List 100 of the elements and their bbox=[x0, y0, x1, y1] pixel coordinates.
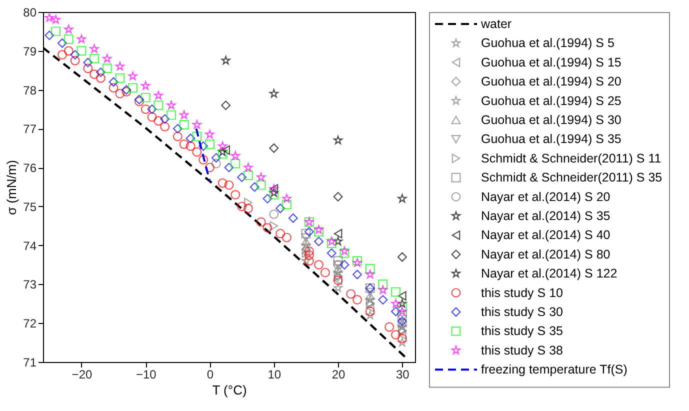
x-tick-label: −10 bbox=[136, 368, 157, 382]
point bbox=[186, 134, 196, 144]
legend-label: Guohua et al.(1994) S 30 bbox=[481, 113, 622, 127]
point bbox=[224, 180, 234, 190]
point bbox=[301, 244, 311, 254]
point bbox=[198, 155, 208, 165]
point bbox=[76, 34, 86, 44]
point bbox=[352, 295, 362, 305]
point bbox=[378, 279, 388, 289]
point bbox=[222, 145, 230, 155]
point bbox=[288, 213, 298, 223]
point bbox=[244, 198, 252, 208]
point bbox=[51, 15, 60, 24]
point bbox=[76, 46, 86, 56]
x-tick-label: −20 bbox=[72, 368, 92, 382]
point bbox=[327, 236, 336, 246]
point bbox=[172, 132, 182, 142]
point bbox=[90, 54, 100, 64]
point bbox=[83, 58, 93, 68]
legend-label: Nayar et al.(2014) S 35 bbox=[481, 209, 610, 223]
point bbox=[304, 256, 314, 266]
point bbox=[83, 64, 93, 74]
point bbox=[115, 73, 125, 83]
legend-label: this study S 30 bbox=[481, 305, 564, 319]
point bbox=[221, 56, 230, 65]
point bbox=[211, 153, 221, 163]
point bbox=[244, 170, 253, 180]
point bbox=[140, 104, 150, 114]
legend-label: Guohua et al.(1994) S 35 bbox=[481, 132, 622, 146]
x-tick-label: 0 bbox=[206, 368, 214, 382]
point bbox=[58, 50, 67, 60]
point bbox=[334, 236, 343, 246]
point bbox=[301, 228, 311, 238]
point bbox=[398, 338, 407, 346]
point bbox=[96, 73, 106, 83]
point bbox=[340, 260, 350, 270]
point bbox=[365, 292, 375, 300]
legend-label: Nayar et al.(2014) S 20 bbox=[481, 190, 610, 204]
point bbox=[366, 302, 374, 312]
point bbox=[70, 50, 80, 60]
point bbox=[304, 246, 314, 256]
point bbox=[218, 178, 228, 188]
point bbox=[108, 77, 118, 87]
point bbox=[224, 162, 234, 172]
point bbox=[340, 248, 350, 258]
point bbox=[326, 248, 336, 258]
point bbox=[51, 26, 61, 36]
point bbox=[218, 149, 228, 159]
y-tick-label: 78 bbox=[23, 83, 37, 98]
point bbox=[334, 136, 343, 144]
y-tick-label: 77 bbox=[23, 122, 37, 136]
point bbox=[270, 221, 278, 231]
point bbox=[333, 256, 343, 266]
point bbox=[90, 44, 99, 53]
point bbox=[304, 226, 314, 236]
point bbox=[230, 158, 240, 168]
legend-label: Guohua et al.(1994) S 20 bbox=[481, 74, 622, 89]
point bbox=[378, 295, 388, 305]
point bbox=[391, 330, 400, 340]
point bbox=[230, 190, 240, 200]
x-tick-label: 10 bbox=[268, 368, 282, 382]
point bbox=[64, 24, 74, 34]
point bbox=[314, 226, 324, 236]
point bbox=[301, 256, 310, 265]
point bbox=[128, 71, 138, 80]
legend-label: Nayar et al.(2014) S 122 bbox=[481, 266, 618, 281]
point bbox=[166, 110, 176, 120]
point bbox=[115, 62, 124, 70]
point bbox=[301, 237, 311, 246]
point bbox=[186, 141, 196, 151]
point bbox=[154, 90, 163, 100]
y-tick-label: 73 bbox=[23, 278, 37, 292]
point bbox=[391, 306, 400, 316]
point bbox=[180, 110, 189, 119]
point bbox=[282, 232, 292, 242]
y-tick-label: 71 bbox=[23, 356, 37, 370]
point bbox=[160, 122, 170, 132]
legend-label: freezing temperature Tf(S) bbox=[481, 362, 628, 377]
point bbox=[58, 38, 67, 48]
point bbox=[398, 194, 407, 203]
point bbox=[314, 260, 324, 270]
y-axis-title: σ (mN/m) bbox=[4, 160, 20, 215]
legend-label: Guohua et al.(1994) S 15 bbox=[481, 55, 622, 70]
point bbox=[334, 268, 343, 276]
point bbox=[276, 204, 286, 214]
x-tick-label: 30 bbox=[396, 368, 410, 382]
point bbox=[397, 315, 407, 324]
point bbox=[378, 285, 388, 294]
point bbox=[141, 81, 150, 90]
point bbox=[333, 192, 343, 202]
point bbox=[334, 283, 343, 292]
legend-label: this study S 10 bbox=[481, 286, 564, 300]
x-axis-title: T (°C) bbox=[212, 382, 247, 398]
point bbox=[166, 100, 176, 110]
point bbox=[366, 270, 375, 278]
point bbox=[398, 306, 407, 316]
point bbox=[365, 288, 375, 296]
point bbox=[102, 64, 112, 74]
point bbox=[250, 182, 260, 192]
legend-label: Schmidt & Schneider(2011) S 35 bbox=[481, 170, 662, 185]
